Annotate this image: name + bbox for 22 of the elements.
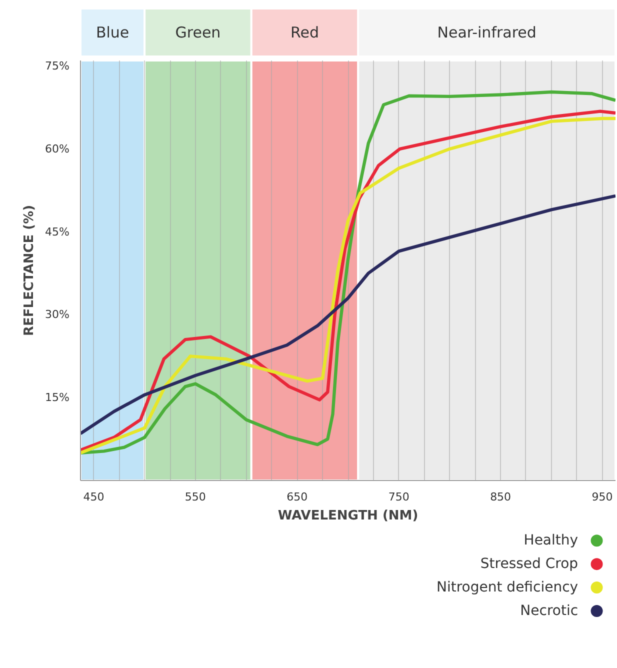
legend-label: Healthy xyxy=(524,532,578,549)
y-tick-label: 75% xyxy=(45,60,70,73)
y-tick-label: 45% xyxy=(45,225,70,238)
legend-label: Necrotic xyxy=(520,603,578,620)
y-tick-label: 60% xyxy=(45,142,70,156)
x-tick-label: 650 xyxy=(286,490,308,504)
line-series xyxy=(80,194,616,436)
x-tick-label: 450 xyxy=(83,490,104,504)
band-label: Red xyxy=(290,24,320,42)
band-label: Near-infrared xyxy=(437,24,536,42)
x-axis-title: WAVELENGTH (NM) xyxy=(278,508,418,524)
legend-label: Stressed Crop xyxy=(480,556,578,572)
x-tick-label: 850 xyxy=(490,490,512,504)
x-tick-label: 550 xyxy=(184,490,206,504)
legend-label: Nitrogent deficiency xyxy=(436,580,578,596)
y-tick-label: 30% xyxy=(45,308,70,322)
y-tick-label: 15% xyxy=(45,391,70,404)
x-tick-label: 950 xyxy=(592,490,613,504)
x-tick-label: 750 xyxy=(388,490,410,504)
y-axis-title: REFLECTANCE (%) xyxy=(22,204,38,336)
band-label: Green xyxy=(175,24,221,42)
band-label: Blue xyxy=(96,24,130,42)
